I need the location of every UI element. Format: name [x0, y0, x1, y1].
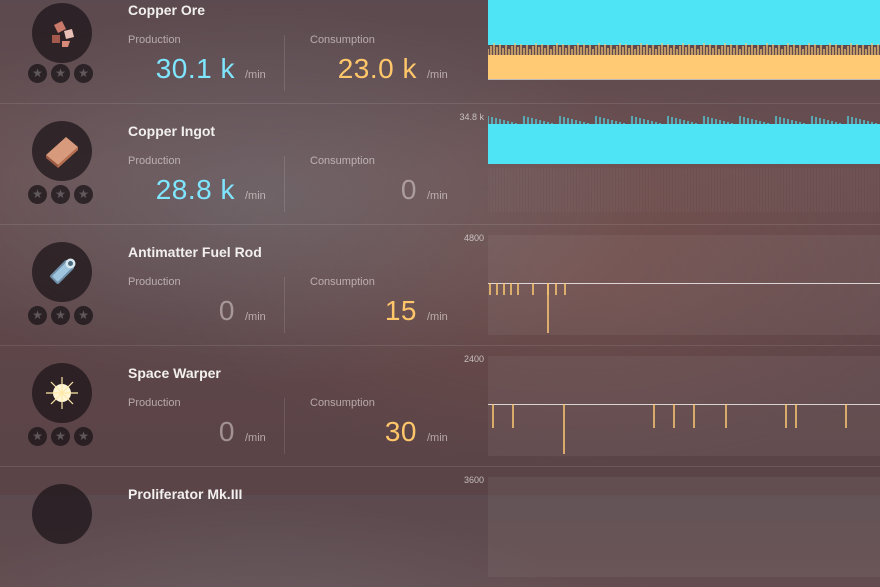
production-label: Production	[128, 34, 181, 46]
consumption-unit: /min	[427, 190, 448, 202]
star-icon: ★	[28, 306, 47, 325]
flow-chart	[488, 477, 880, 577]
space-warper-icon	[32, 363, 92, 423]
consumption-value: 23.0 k	[337, 53, 417, 84]
divider	[284, 398, 285, 454]
flow-chart	[488, 116, 880, 212]
production-value: 0	[218, 295, 235, 326]
copper-ingot-icon	[32, 121, 92, 181]
production-value: 0	[218, 416, 235, 447]
divider	[284, 35, 285, 91]
item-row-space-warper[interactable]: ★ ★ ★ Space Warper Production 0 /min Con…	[0, 346, 880, 467]
item-name: Proliferator Mk.III	[128, 486, 243, 502]
production-unit: /min	[245, 311, 266, 323]
star-rating: ★ ★ ★	[28, 427, 93, 446]
star-icon: ★	[51, 427, 70, 446]
consumption-value: 15	[384, 295, 417, 326]
divider	[284, 156, 285, 212]
item-name: Space Warper	[128, 365, 221, 381]
consumption-series	[492, 404, 847, 454]
production-label: Production	[128, 397, 181, 409]
chart-max-label: 2400	[463, 354, 484, 364]
consumption-value: 30	[384, 416, 417, 447]
star-icon: ★	[28, 427, 47, 446]
item-row-proliferator[interactable]: Proliferator Mk.III 3600	[0, 467, 880, 587]
consumption-label: Consumption	[310, 155, 375, 167]
production-label: Production	[128, 155, 181, 167]
production-value: 28.8 k	[155, 174, 235, 205]
star-rating: ★ ★ ★	[28, 185, 93, 204]
star-icon: ★	[74, 64, 93, 83]
item-row-copper-ore[interactable]: ★ ★ ★ Copper Ore Production 30.1 k /min …	[0, 0, 880, 104]
item-name: Antimatter Fuel Rod	[128, 244, 262, 260]
star-icon: ★	[74, 306, 93, 325]
chart-max-label: 3600	[463, 475, 484, 485]
item-name: Copper Ingot	[128, 123, 216, 139]
consumption-series	[489, 283, 566, 333]
production-label: Production	[128, 276, 181, 288]
item-row-copper-ingot[interactable]: ★ ★ ★ Copper Ingot Production 28.8 k /mi…	[0, 104, 880, 225]
chart-max-label: 4800	[463, 233, 484, 243]
divider	[284, 277, 285, 333]
consumption-label: Consumption	[310, 276, 375, 288]
production-unit: /min	[245, 69, 266, 81]
consumption-value: 0	[400, 174, 417, 205]
chart-max-label: 34.8 k	[459, 112, 484, 122]
star-icon: ★	[51, 306, 70, 325]
consumption-label: Consumption	[310, 34, 375, 46]
flow-chart	[488, 0, 880, 80]
consumption-unit: /min	[427, 311, 448, 323]
item-row-antimatter-fuel-rod[interactable]: ★ ★ ★ Antimatter Fuel Rod Production 0 /…	[0, 225, 880, 346]
copper-ore-icon	[32, 3, 92, 63]
star-icon: ★	[51, 185, 70, 204]
star-rating: ★ ★ ★	[28, 64, 93, 83]
consumption-unit: /min	[427, 432, 448, 444]
flow-chart	[488, 356, 880, 456]
star-icon: ★	[51, 64, 70, 83]
consumption-unit: /min	[427, 69, 448, 81]
antimatter-fuel-rod-icon	[32, 242, 92, 302]
star-icon: ★	[74, 427, 93, 446]
chart-background	[488, 168, 879, 212]
production-value: 30.1 k	[155, 53, 235, 84]
star-icon: ★	[28, 185, 47, 204]
production-unit: /min	[245, 432, 266, 444]
proliferator-icon	[32, 484, 92, 544]
star-icon: ★	[28, 64, 47, 83]
consumption-series	[488, 43, 879, 55]
star-icon: ★	[74, 185, 93, 204]
flow-chart	[488, 235, 880, 335]
star-rating: ★ ★ ★	[28, 306, 93, 325]
production-series	[488, 116, 877, 124]
item-name: Copper Ore	[128, 2, 206, 18]
consumption-label: Consumption	[310, 397, 375, 409]
production-unit: /min	[245, 190, 266, 202]
